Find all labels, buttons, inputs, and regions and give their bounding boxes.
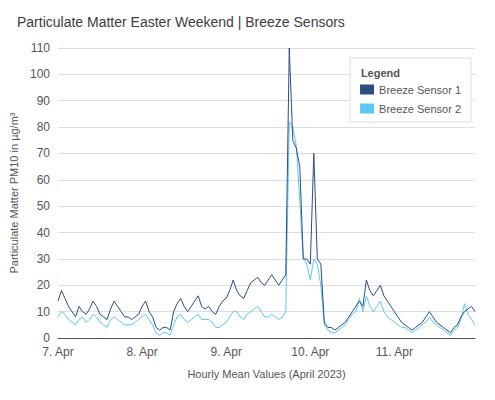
svg-text:30: 30 [37, 252, 51, 266]
svg-text:40: 40 [37, 226, 51, 240]
svg-text:60: 60 [37, 173, 51, 187]
svg-text:0: 0 [43, 331, 50, 345]
svg-text:50: 50 [37, 199, 51, 213]
svg-text:80: 80 [37, 120, 51, 134]
svg-text:7. Apr: 7. Apr [42, 345, 73, 359]
svg-text:Particulate Matter Easter Week: Particulate Matter Easter Weekend | Bree… [17, 14, 345, 30]
svg-text:Legend: Legend [361, 67, 400, 79]
svg-text:Breeze Sensor 1: Breeze Sensor 1 [379, 84, 461, 96]
svg-text:70: 70 [37, 146, 51, 160]
svg-text:8. Apr: 8. Apr [126, 345, 157, 359]
svg-text:10: 10 [37, 305, 51, 319]
svg-text:90: 90 [37, 94, 51, 108]
svg-text:20: 20 [37, 278, 51, 292]
svg-text:10. Apr: 10. Apr [291, 345, 329, 359]
svg-text:Particulate Matter PM10 in µg/: Particulate Matter PM10 in µg/m³ [8, 112, 20, 273]
svg-text:11. Apr: 11. Apr [376, 345, 413, 359]
svg-text:Breeze Sensor 2: Breeze Sensor 2 [379, 103, 461, 115]
svg-text:100: 100 [30, 67, 50, 81]
svg-text:110: 110 [31, 41, 50, 55]
svg-text:9. Apr: 9. Apr [211, 345, 242, 359]
svg-text:Hourly Mean Values (April 2023: Hourly Mean Values (April 2023) [187, 368, 345, 380]
